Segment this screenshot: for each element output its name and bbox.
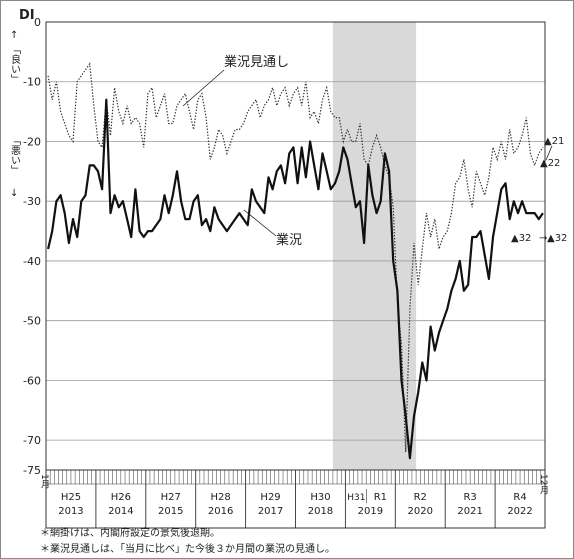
year-era-label: H27 <box>161 492 181 503</box>
y-tick-label: -20 <box>23 135 41 148</box>
year-era-label: H30 <box>310 492 330 503</box>
year-label: 2022 <box>507 506 532 517</box>
end-label-conditions: ▲32 <box>547 233 567 244</box>
annotation-outlook-leader <box>182 69 225 107</box>
year-label: 2016 <box>208 506 233 517</box>
footnote-1: ＊網掛けは、内閣府設定の景気後退期。 <box>40 526 220 539</box>
y-tick-label: -70 <box>23 434 41 447</box>
y-axis-label-up: 「良い」 <box>9 44 21 84</box>
year-label: 2021 <box>457 506 482 517</box>
year-label: 2018 <box>308 506 333 517</box>
year-era-label: H31 <box>347 493 365 503</box>
year-era-label: R3 <box>463 492 476 503</box>
footnote-2: ＊業況見通しは、「当月に比べ」た今後３か月間の業況の見通し。 <box>40 542 335 555</box>
end-label-arrow: → <box>539 233 547 244</box>
end-label-outlook: ▲21 <box>544 136 564 147</box>
year-era-label: H25 <box>61 492 81 503</box>
year-era-label: H26 <box>111 492 131 503</box>
y-tick-label: -50 <box>23 315 41 328</box>
year-era-label: R4 <box>513 492 526 503</box>
year-label: 2019 <box>358 506 383 517</box>
annotation-conditions-label: 業況 <box>276 232 302 248</box>
y-tick-label: 0 <box>34 16 41 29</box>
x-end-label: 12月 <box>538 474 549 495</box>
end-label-conditions-left: ▲32 <box>511 233 531 244</box>
annotation-outlook-label: 業況見通し <box>224 54 289 70</box>
y-axis-title: DI <box>19 8 35 23</box>
y-tick-label: -30 <box>23 195 41 208</box>
year-label: 2015 <box>158 506 183 517</box>
y-axis-label-down: 「悪い」 <box>9 135 21 175</box>
series-line-conditions <box>47 98 544 460</box>
year-label: 2020 <box>408 506 433 517</box>
year-era-label: H29 <box>260 492 280 503</box>
end-label-outlook-22: ▲22 <box>540 158 560 169</box>
y-tick-label: -60 <box>23 374 41 387</box>
y-tick-label: -40 <box>23 255 41 268</box>
year-label: 2014 <box>108 506 133 517</box>
series-line-outlook <box>47 62 544 453</box>
y-tick-label: -75 <box>23 464 41 477</box>
y-axis-arrow-down: ↓ <box>10 188 18 199</box>
series-points-outlook <box>48 64 543 452</box>
year-era-label: R2 <box>414 492 427 503</box>
annotation-conditions-leader <box>243 209 277 237</box>
year-era-label: H28 <box>211 492 231 503</box>
y-tick-label: -10 <box>23 76 41 89</box>
y-axis-arrow-up: ↑ <box>10 30 18 41</box>
x-start-label: 1月 <box>39 474 50 490</box>
year-label: 2013 <box>58 506 83 517</box>
end-label-outlook-arrow <box>545 145 553 161</box>
year-label: 2017 <box>258 506 283 517</box>
year-era-label: R1 <box>374 492 387 503</box>
